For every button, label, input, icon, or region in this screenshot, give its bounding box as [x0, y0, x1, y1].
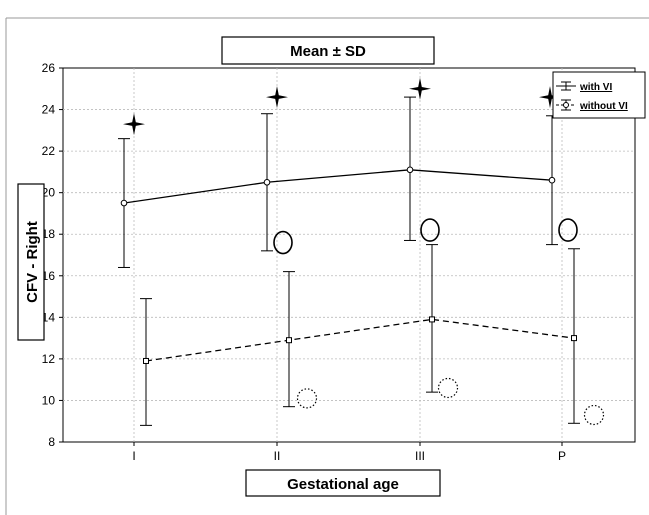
dotted-circle-marker	[583, 404, 605, 426]
y-tick-label: 22	[42, 144, 56, 158]
y-tick-label: 26	[42, 61, 56, 75]
star-marker	[123, 113, 145, 136]
data-point	[406, 166, 414, 174]
gridlines	[63, 68, 635, 442]
data-point	[263, 178, 271, 186]
data-point	[286, 337, 292, 344]
y-tick-label: 14	[42, 310, 56, 324]
chart-title: Mean ± SD	[290, 43, 366, 60]
series-0	[118, 96, 558, 268]
x-axis-label: Gestational age	[287, 476, 399, 493]
x-tick-label: I	[132, 449, 135, 463]
legend-symbol-with-vi	[556, 81, 576, 91]
y-tick-label: 20	[42, 186, 56, 200]
title-box	[221, 36, 435, 65]
legend-label-without-vi: without VI	[579, 101, 628, 112]
plot-area	[62, 67, 636, 443]
legend-label-with-vi: with VI	[579, 82, 612, 93]
data-point	[120, 199, 128, 207]
legend-symbol-without-vi	[556, 99, 576, 111]
series-line	[123, 169, 553, 204]
annotation-layer	[123, 77, 605, 426]
y-tick-label: 12	[42, 352, 56, 366]
y-tick-label: 8	[48, 435, 55, 449]
open-circle-marker	[273, 230, 293, 255]
x-tick-label: P	[558, 449, 566, 463]
data-point	[143, 357, 149, 364]
star-marker	[266, 86, 288, 109]
y-tick-label: 18	[42, 227, 56, 241]
series-1	[140, 244, 580, 426]
x-tick-label: III	[415, 449, 425, 463]
y-tick-label: 16	[42, 269, 56, 283]
ylabel-box	[17, 183, 45, 341]
y-axis-label: CFV - Right	[24, 221, 41, 303]
open-circle-marker	[420, 218, 440, 242]
data-point	[571, 335, 577, 342]
star-marker	[539, 86, 561, 109]
dotted-circle-marker	[296, 388, 318, 409]
data-point	[429, 316, 435, 323]
y-tick-label: 10	[42, 393, 56, 407]
dotted-circle-marker	[437, 377, 459, 399]
open-circle-marker	[558, 218, 578, 242]
x-tick-label: II	[274, 449, 281, 463]
xlabel-box	[245, 469, 441, 497]
series-line	[145, 318, 575, 362]
star-marker	[409, 77, 431, 100]
y-axis-ticks: 8 10 12 14 16 18 20 22 24 26	[42, 61, 63, 449]
series-layer	[118, 96, 580, 426]
legend: with VI without VI	[552, 71, 646, 119]
data-point	[548, 176, 556, 184]
y-tick-label: 24	[42, 103, 56, 117]
x-axis-ticks: I II III P	[132, 442, 566, 463]
